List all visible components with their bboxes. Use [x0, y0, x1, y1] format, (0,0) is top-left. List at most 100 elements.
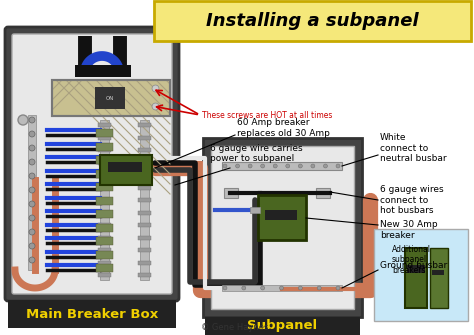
Bar [138, 160, 151, 164]
Circle shape [29, 229, 35, 235]
Bar [96, 251, 113, 259]
Bar [52, 80, 170, 116]
Circle shape [286, 164, 290, 168]
Circle shape [242, 286, 246, 290]
Bar [52, 80, 170, 116]
FancyBboxPatch shape [211, 146, 354, 309]
Bar [98, 210, 111, 214]
Circle shape [261, 286, 264, 290]
Circle shape [29, 117, 35, 123]
Bar [140, 120, 149, 280]
FancyBboxPatch shape [5, 27, 179, 301]
Bar [138, 248, 151, 252]
Bar [432, 270, 444, 275]
Bar [407, 265, 425, 273]
Text: Subpanel: Subpanel [247, 320, 317, 333]
Text: 60 Amp breaker
replaces old 30 Amp: 60 Amp breaker replaces old 30 Amp [237, 118, 330, 138]
Bar [96, 210, 113, 218]
Bar [108, 162, 142, 172]
Circle shape [248, 164, 252, 168]
Bar [138, 273, 151, 277]
Bar [28, 115, 36, 270]
Bar [138, 198, 151, 202]
Text: Installing a subpanel: Installing a subpanel [206, 12, 419, 30]
Bar [138, 236, 151, 240]
Text: © Gene Haynes: © Gene Haynes [201, 324, 269, 333]
Bar [258, 195, 306, 240]
Bar [96, 129, 113, 137]
Circle shape [236, 164, 239, 168]
Bar [405, 248, 427, 308]
Bar [96, 170, 113, 178]
Text: Ground busbar: Ground busbar [380, 261, 447, 269]
Bar [98, 173, 111, 177]
Text: Additional
subpanel
breakers: Additional subpanel breakers [392, 245, 431, 275]
FancyBboxPatch shape [12, 34, 172, 294]
Bar [98, 273, 111, 277]
Bar [138, 135, 151, 139]
Bar [316, 188, 330, 198]
Bar [96, 142, 113, 150]
FancyBboxPatch shape [203, 138, 362, 317]
Bar [222, 285, 342, 291]
Bar [205, 317, 360, 335]
Circle shape [29, 145, 35, 151]
Text: White
connect to
neutral busbar: White connect to neutral busbar [380, 133, 447, 163]
Circle shape [223, 164, 227, 168]
Bar [95, 87, 125, 109]
Circle shape [29, 215, 35, 221]
Bar [98, 236, 111, 240]
Bar [265, 210, 297, 220]
Bar [96, 237, 113, 245]
Bar [98, 248, 111, 252]
Circle shape [223, 286, 227, 290]
Bar [222, 162, 342, 170]
Text: 6 gauge wires
connect to
hot busbars: 6 gauge wires connect to hot busbars [380, 185, 444, 215]
Circle shape [29, 187, 35, 193]
Bar [98, 135, 111, 139]
Circle shape [18, 115, 28, 125]
Bar [138, 210, 151, 214]
Bar [250, 207, 260, 213]
Bar [138, 261, 151, 265]
Bar [430, 248, 448, 308]
Circle shape [273, 164, 277, 168]
Text: New 30 Amp
breaker: New 30 Amp breaker [380, 220, 438, 240]
Circle shape [280, 286, 283, 290]
Bar [138, 173, 151, 177]
Bar [96, 197, 113, 204]
Bar [98, 148, 111, 152]
Bar [138, 148, 151, 152]
Circle shape [29, 131, 35, 137]
Circle shape [298, 164, 302, 168]
FancyBboxPatch shape [154, 1, 471, 41]
Bar [138, 123, 151, 127]
Bar [96, 183, 113, 191]
Circle shape [323, 164, 328, 168]
Bar [96, 264, 113, 272]
Bar [100, 120, 109, 280]
Circle shape [336, 164, 340, 168]
Circle shape [311, 164, 315, 168]
Circle shape [29, 173, 35, 179]
Circle shape [261, 164, 264, 168]
Text: ON: ON [106, 95, 114, 100]
Text: These screws are HOT at all times: These screws are HOT at all times [202, 111, 332, 120]
Circle shape [29, 159, 35, 165]
FancyBboxPatch shape [374, 229, 468, 321]
Bar [138, 186, 151, 190]
Circle shape [29, 257, 35, 263]
Circle shape [298, 286, 302, 290]
Bar [96, 156, 113, 164]
Bar [98, 223, 111, 227]
Bar [98, 123, 111, 127]
Text: Main Breaker Box: Main Breaker Box [26, 308, 158, 321]
Circle shape [29, 201, 35, 207]
Bar [98, 261, 111, 265]
Bar [8, 300, 176, 328]
Bar [98, 198, 111, 202]
Bar [100, 155, 152, 185]
Bar [98, 186, 111, 190]
Circle shape [29, 243, 35, 249]
Circle shape [317, 286, 321, 290]
